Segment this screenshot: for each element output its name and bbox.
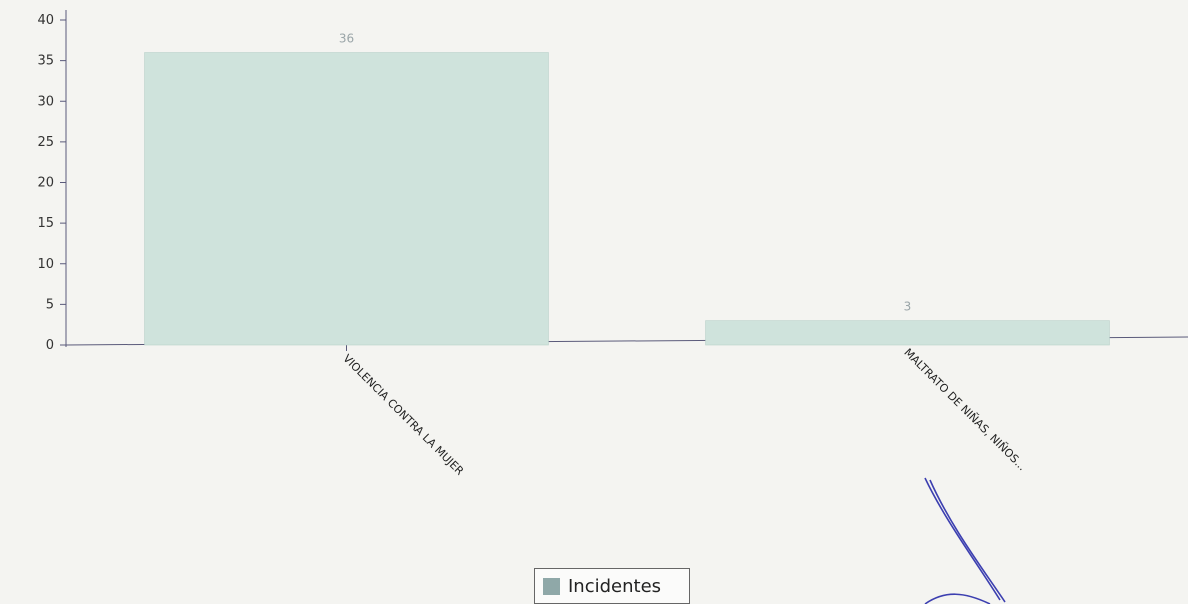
bar — [705, 320, 1110, 346]
legend-swatch — [543, 577, 560, 595]
data-label: 3 — [904, 300, 912, 314]
y-tick-label: 25 — [37, 135, 54, 150]
y-tick-label: 5 — [46, 297, 54, 312]
y-tick-label: 35 — [37, 54, 54, 69]
legend: Incidentes — [534, 568, 690, 604]
data-label: 36 — [339, 32, 354, 46]
legend-label: Incidentes — [568, 575, 662, 597]
y-axis: 0 5 10 15 20 25 30 35 40 — [37, 10, 67, 353]
bars — [144, 52, 1110, 346]
y-tick-label: 40 — [37, 13, 54, 28]
y-tick-label: 20 — [37, 176, 54, 191]
y-tick-label: 30 — [37, 94, 54, 109]
y-tick-label: 0 — [46, 338, 54, 353]
data-labels: 36 3 — [339, 32, 911, 314]
bar — [144, 52, 549, 346]
y-tick-label: 10 — [37, 257, 54, 272]
y-tick-label: 15 — [37, 216, 54, 231]
